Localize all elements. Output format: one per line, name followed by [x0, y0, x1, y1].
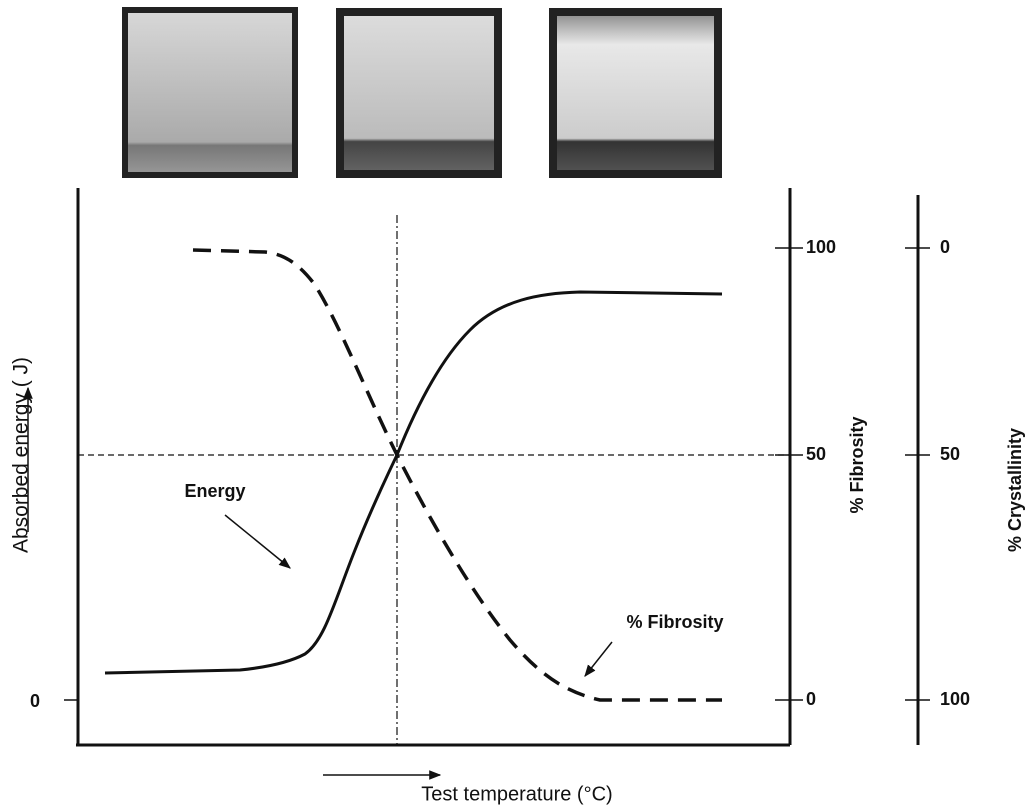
tick-label: 0	[940, 237, 950, 257]
fibrosity-arrow	[584, 641, 613, 677]
photo-ductile	[549, 8, 722, 178]
photo-mixed	[336, 8, 502, 178]
specimen-photos	[122, 7, 722, 178]
tick-label: 100	[940, 689, 970, 709]
crystallinity-axis-label: % Crystallinity	[1005, 428, 1025, 552]
annotation: Energy	[184, 481, 245, 501]
tick-label: 50	[940, 444, 960, 464]
tick-label: 0	[30, 691, 40, 711]
tick-label: 0	[806, 689, 816, 709]
y-axis-label: Absorbed energy ( J)	[10, 357, 33, 553]
energy-arrow	[224, 514, 291, 569]
tick-label: 100	[806, 237, 836, 257]
x-axis-label: Test temperature (°C)	[421, 783, 612, 805]
arrows	[23, 386, 613, 780]
fibrosity-axis-label: % Fibrosity	[847, 416, 867, 513]
tick-label: 50	[806, 444, 826, 464]
annotation: % Fibrosity	[626, 612, 723, 632]
photo-brittle	[122, 7, 298, 178]
fibrosity-curve	[192, 248, 722, 702]
energy-curve	[104, 290, 723, 675]
axes	[64, 188, 930, 747]
